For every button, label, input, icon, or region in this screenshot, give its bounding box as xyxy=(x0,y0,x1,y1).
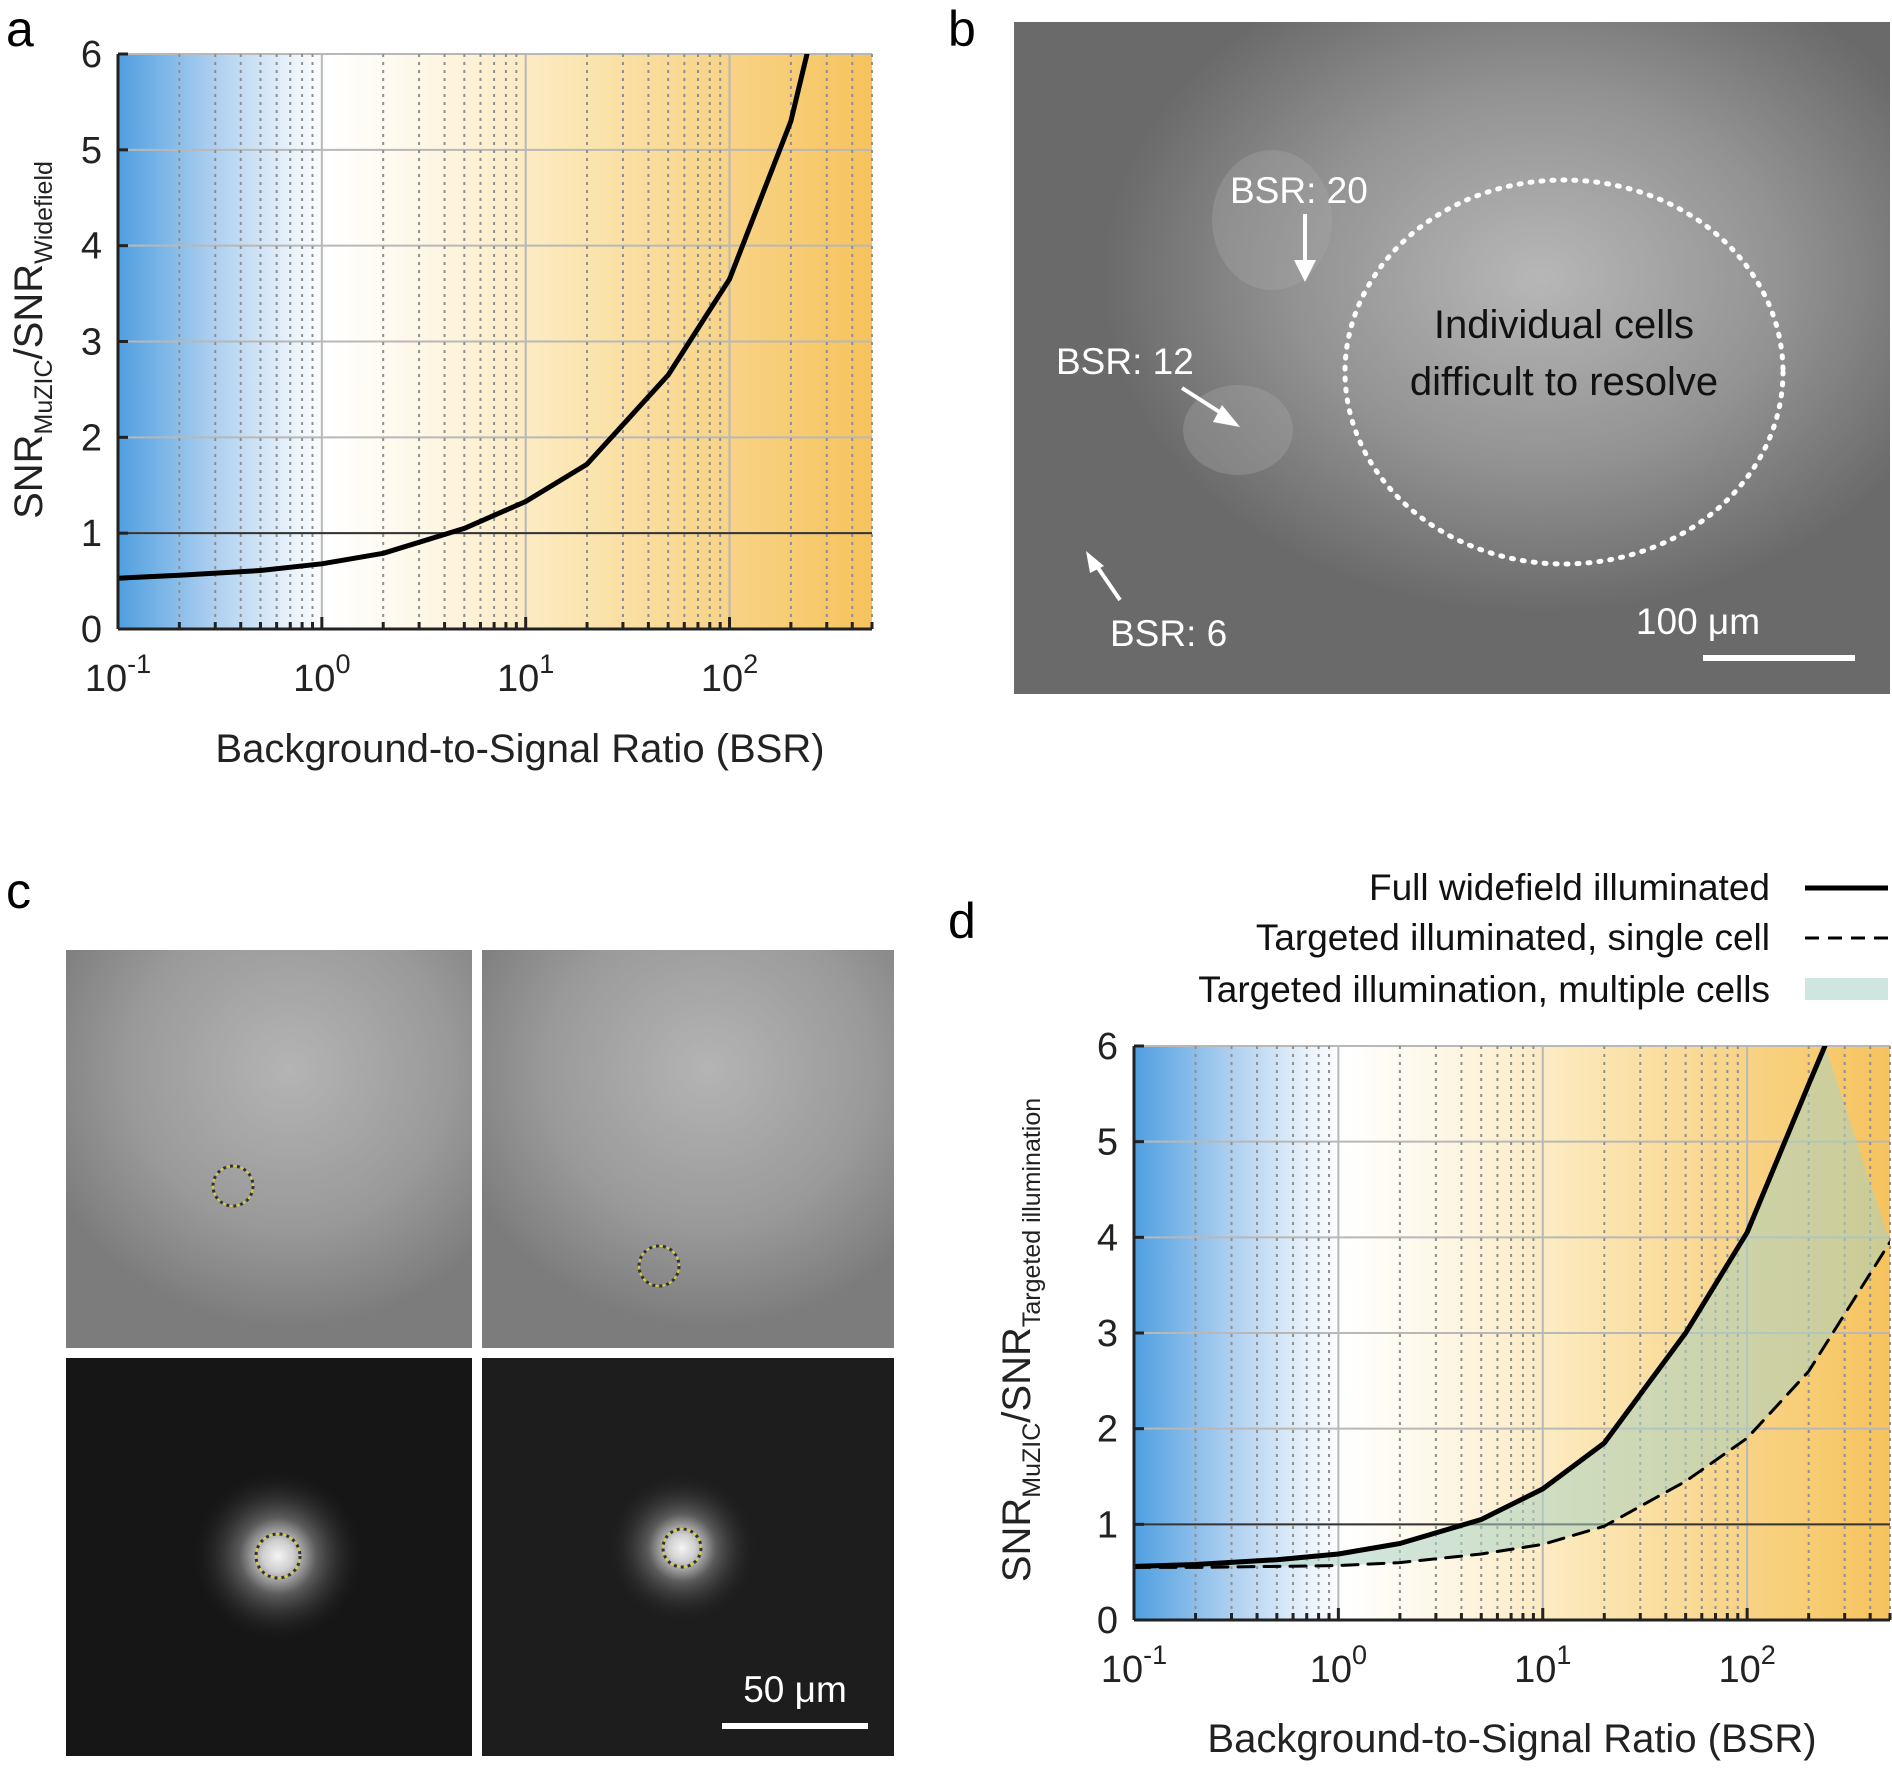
y-tick-label: 3 xyxy=(81,322,102,364)
cell-roi-marker xyxy=(638,1245,680,1287)
micrograph-c-top-right xyxy=(482,950,894,1348)
y-tick-label: 1 xyxy=(1097,1504,1118,1546)
y-tick-label: 6 xyxy=(81,34,102,76)
chart-d: Full widefield illuminated Targeted illu… xyxy=(995,867,1892,1761)
cell-fluorescence-spot xyxy=(607,1473,757,1623)
series-line-dashed xyxy=(1134,1240,1890,1569)
x-tick-label: 101 xyxy=(1514,1640,1571,1691)
y-tick-label: 5 xyxy=(81,130,102,172)
bsr-20-annotation: BSR: 20 xyxy=(1230,170,1368,211)
micrograph-c: 50 μm xyxy=(66,950,894,1756)
y-tick-label: 3 xyxy=(1097,1313,1118,1355)
chart-a-y-axis-label: SNRMuZIC/SNRWidefield xyxy=(7,161,58,519)
bsr-12-annotation: BSR: 12 xyxy=(1056,341,1194,382)
chart-a-axes xyxy=(116,52,874,631)
chart-a-tick-labels: 0 1 2 3 4 5 6 10-1 100 101 102 xyxy=(81,34,758,700)
x-tick-label: 101 xyxy=(497,649,554,700)
y-tick-label: 2 xyxy=(1097,1409,1118,1451)
y-tick-label: 0 xyxy=(81,609,102,651)
unresolved-region-label-line1: Individual cells xyxy=(1434,303,1694,347)
bsr-20-arrowhead xyxy=(1294,260,1316,282)
y-tick-label: 5 xyxy=(1097,1122,1118,1164)
unresolved-region-outline xyxy=(1342,177,1786,567)
bsr-6-arrowhead xyxy=(1086,551,1104,573)
legend-label-multiple-cells: Targeted illumination, multiple cells xyxy=(1198,969,1770,1010)
scale-bar-b xyxy=(1703,655,1855,661)
cell-fluorescence-spot xyxy=(193,1471,363,1641)
panel-letter-d: d xyxy=(948,893,976,949)
x-tick-label: 10-1 xyxy=(1101,1640,1167,1691)
bsr-6-annotation: BSR: 6 xyxy=(1110,613,1227,654)
cell-roi-marker xyxy=(662,1528,702,1568)
unresolved-region-label-line2: difficult to resolve xyxy=(1410,360,1718,404)
y-tick-label: 4 xyxy=(81,226,102,268)
scale-bar-b-label: 100 μm xyxy=(1636,601,1760,642)
y-tick-label: 2 xyxy=(81,417,102,459)
micrograph-b: Individual cells difficult to resolve BS… xyxy=(1014,22,1890,694)
y-tick-label: 4 xyxy=(1097,1217,1118,1259)
x-tick-label: 102 xyxy=(701,649,758,700)
x-tick-label: 10-1 xyxy=(85,649,151,700)
series-line-solid xyxy=(118,54,810,581)
scale-bar-c xyxy=(722,1723,868,1729)
cell-roi-marker xyxy=(212,1165,254,1207)
x-tick-label: 100 xyxy=(1310,1640,1367,1691)
panel-letter-c: c xyxy=(6,863,31,919)
scale-bar-c-label: 50 μm xyxy=(743,1669,847,1710)
y-tick-label: 0 xyxy=(1097,1600,1118,1642)
panel-letter-a: a xyxy=(6,1,34,57)
chart-a-x-axis-label: Background-to-Signal Ratio (BSR) xyxy=(215,727,824,771)
panel-letter-b: b xyxy=(948,1,976,57)
micrograph-c-top-left xyxy=(66,950,472,1348)
cell-roi-marker xyxy=(255,1533,301,1579)
chart-d-plot xyxy=(1134,1046,1890,1569)
chart-a: 0 1 2 3 4 5 6 10-1 100 101 102 Background-to-Signa… xyxy=(7,34,874,771)
legend-label-single-cell: Targeted illuminated, single cell xyxy=(1256,917,1770,958)
chart-d-x-axis-label: Background-to-Signal Ratio (BSR) xyxy=(1207,1717,1816,1761)
chart-d-axes xyxy=(1132,1044,1892,1622)
series-line-solid xyxy=(1134,1046,1828,1569)
y-tick-label: 1 xyxy=(81,513,102,555)
chart-d-y-axis-label: SNRMuZIC/SNRTargeted illumination xyxy=(995,1098,1046,1582)
micrograph-b-haze xyxy=(1212,150,1332,290)
chart-d-tick-labels: 0 1 2 3 4 5 6 10-1 100 101 102 xyxy=(1097,1026,1776,1691)
y-tick-label: 6 xyxy=(1097,1026,1118,1068)
x-tick-label: 100 xyxy=(293,649,350,700)
chart-a-plot xyxy=(118,54,872,581)
legend-swatch-band xyxy=(1805,978,1888,1000)
micrograph-b-image xyxy=(1014,22,1890,694)
legend-label-full-widefield: Full widefield illuminated xyxy=(1369,867,1770,908)
bsr-12-arrowhead xyxy=(1213,405,1240,427)
x-tick-label: 102 xyxy=(1718,1640,1775,1691)
chart-d-legend: Full widefield illuminated Targeted illu… xyxy=(1198,867,1888,1010)
multiple-cells-band xyxy=(1134,1046,1890,1568)
